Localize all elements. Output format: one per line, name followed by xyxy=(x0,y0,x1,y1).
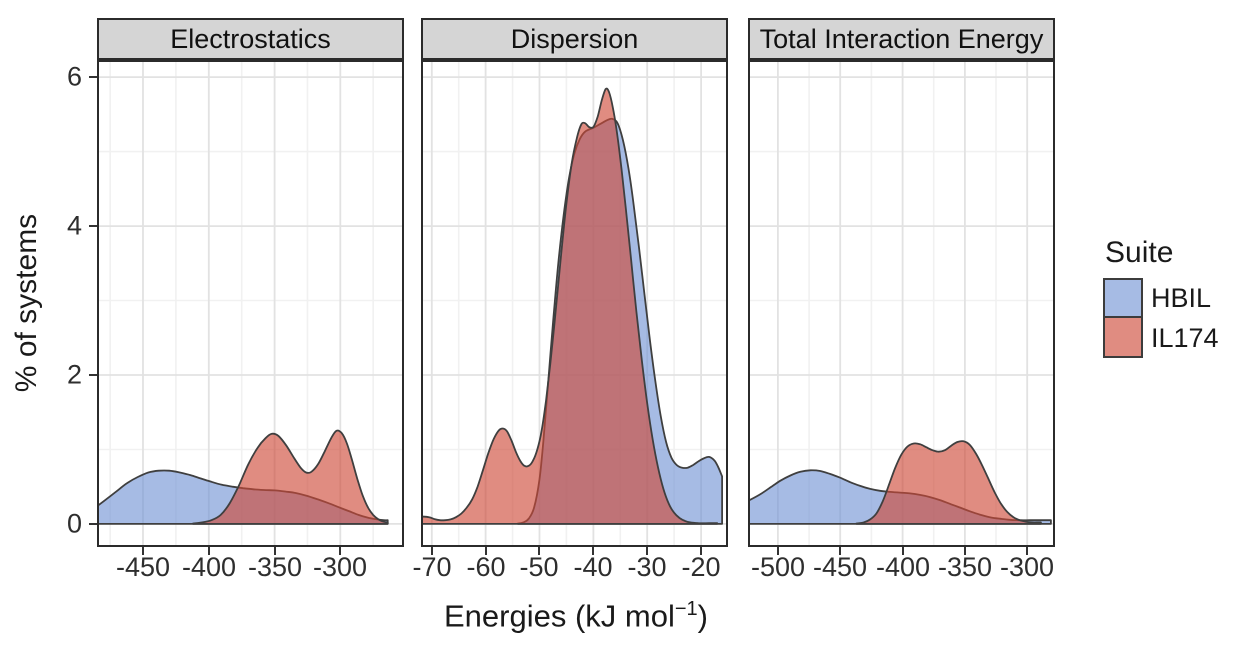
legend-swatch-il174 xyxy=(1103,318,1143,358)
x-axis-title-superscript: −1 xyxy=(674,598,698,620)
x-tick-label: -50 xyxy=(519,552,559,582)
y-tick-label: 4 xyxy=(66,210,82,241)
x-tick-mark xyxy=(274,547,276,555)
y-tick-mark xyxy=(89,225,97,227)
x-tick-label: -20 xyxy=(681,552,721,582)
x-tick-label: -400 xyxy=(181,552,237,582)
x-tick-mark xyxy=(431,547,433,555)
density-area-il174-total-interaction-energy xyxy=(855,440,1042,525)
x-tick-mark xyxy=(538,547,540,555)
y-tick-mark xyxy=(89,76,97,78)
facet-strip-total-interaction-energy: Total Interaction Energy xyxy=(748,18,1055,60)
density-area-il174-electrostatics xyxy=(192,429,389,525)
legend-label: IL174 xyxy=(1151,322,1219,353)
x-axis-title: Energies (kJ mol−1) xyxy=(97,598,1055,634)
facet-strip-dispersion: Dispersion xyxy=(421,18,728,60)
y-tick-mark xyxy=(89,374,97,376)
legend-entry-hbil: HBIL xyxy=(1103,278,1219,318)
y-tick-label: 2 xyxy=(66,359,82,390)
x-tick-label: -40 xyxy=(573,552,613,582)
x-tick-label: -30 xyxy=(627,552,667,582)
x-axis-title-close-paren: ) xyxy=(697,598,708,634)
legend-swatch-hbil xyxy=(1103,278,1143,318)
x-tick-label: -400 xyxy=(875,552,931,582)
x-tick-mark xyxy=(1026,547,1028,555)
y-tick-label: 6 xyxy=(66,61,82,92)
x-tick-label: -500 xyxy=(750,552,806,582)
legend: Suite HBIL IL174 xyxy=(1103,236,1219,358)
legend-entries: HBIL IL174 xyxy=(1103,278,1219,358)
density-area-il174-dispersion xyxy=(421,87,719,525)
x-tick-label: -450 xyxy=(115,552,171,582)
x-tick-mark xyxy=(208,547,210,555)
x-tick-label: -450 xyxy=(812,552,868,582)
x-tick-label: -300 xyxy=(999,552,1055,582)
x-tick-mark xyxy=(142,547,144,555)
x-tick-mark xyxy=(902,547,904,555)
x-tick-mark xyxy=(839,547,841,555)
x-tick-mark xyxy=(964,547,966,555)
x-tick-mark xyxy=(700,547,702,555)
panel-border xyxy=(97,60,404,547)
x-tick-mark xyxy=(646,547,648,555)
x-axis-title-text: Energies (kJ mol xyxy=(444,598,675,634)
x-tick-label: -300 xyxy=(312,552,368,582)
legend-entry-il174: IL174 xyxy=(1103,318,1219,358)
x-tick-mark xyxy=(592,547,594,555)
legend-label: HBIL xyxy=(1151,282,1212,313)
x-tick-mark xyxy=(777,547,779,555)
legend-title: Suite xyxy=(1105,236,1174,269)
x-tick-label: -350 xyxy=(937,552,993,582)
panel-electrostatics xyxy=(97,60,404,547)
facet-strip-electrostatics: Electrostatics xyxy=(97,18,404,60)
panel-dispersion xyxy=(421,60,728,547)
panel-total-interaction-energy xyxy=(748,60,1055,547)
x-tick-label: -350 xyxy=(247,552,303,582)
panel-border xyxy=(748,60,1055,547)
y-tick-label: 0 xyxy=(66,508,82,539)
x-tick-label: -70 xyxy=(412,552,452,582)
x-tick-mark xyxy=(485,547,487,555)
x-tick-label: -60 xyxy=(466,552,506,582)
panel-border xyxy=(421,60,728,547)
x-tick-mark xyxy=(339,547,341,555)
y-tick-mark xyxy=(89,523,97,525)
y-axis-title: % of systems xyxy=(10,213,43,393)
